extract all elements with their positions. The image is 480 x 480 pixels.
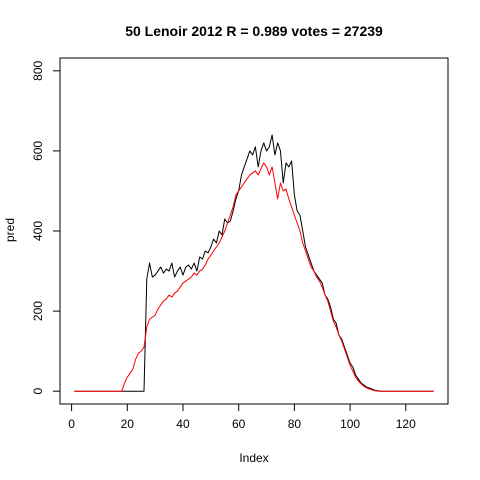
x-axis-label: Index [239,451,268,465]
y-tick-label: 400 [31,221,45,241]
x-tick-label: 80 [288,417,302,431]
x-tick-label: 120 [396,417,416,431]
y-tick-label: 800 [31,60,45,80]
series-layer [74,134,434,392]
y-axis-label: pred [3,218,17,242]
series-line-red [74,162,434,392]
x-tick-label: 0 [68,417,75,431]
x-tick-label: 20 [121,417,135,431]
chart-title: 50 Lenoir 2012 R = 0.989 votes = 27239 [125,23,383,39]
x-tick-label: 60 [232,417,246,431]
x-axis: 0 20 40 60 80 100 120 [68,403,416,431]
y-axis: 0 200 400 600 800 [31,60,61,395]
x-tick-label: 40 [176,417,190,431]
y-tick-label: 0 [31,388,45,395]
y-tick-label: 200 [31,301,45,321]
x-tick-label: 100 [340,417,360,431]
y-tick-label: 600 [31,141,45,161]
series-line-black [74,134,434,392]
